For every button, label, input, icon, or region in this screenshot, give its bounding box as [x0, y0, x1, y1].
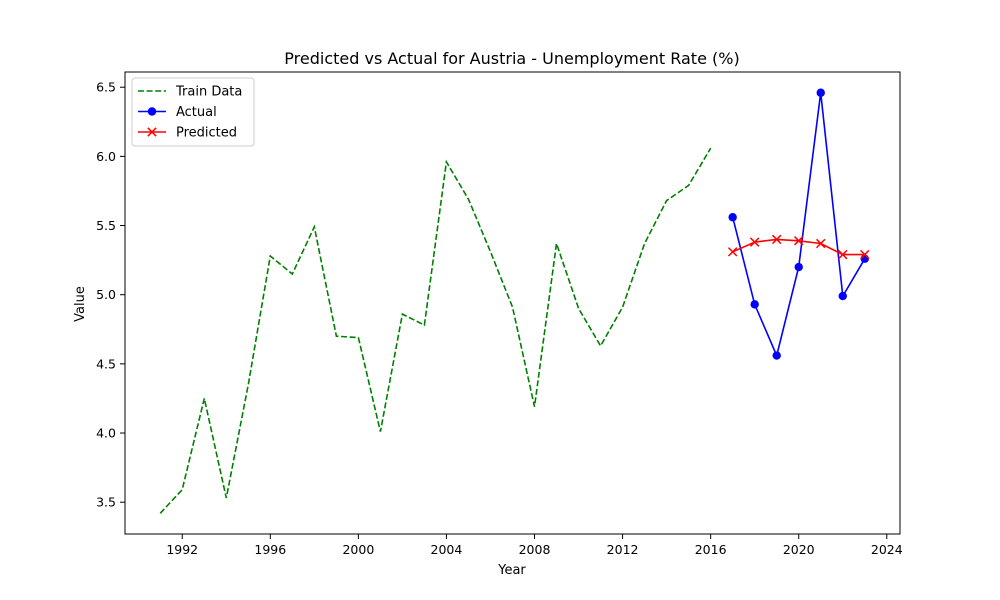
actual-point: [728, 213, 737, 222]
actual-point: [794, 262, 803, 272]
predicted-point: [838, 249, 848, 260]
predicted-point: [771, 234, 782, 245]
chart-title: Predicted vs Actual for Austria - Unempl…: [284, 49, 739, 68]
y-tick-label: 3.5: [96, 495, 116, 510]
x-tick-label: 2004: [431, 542, 463, 557]
predicted-point: [749, 237, 760, 247]
legend-predicted-label: Predicted: [176, 126, 237, 141]
actual-point: [750, 300, 759, 309]
actual-point: [772, 351, 781, 360]
x-tick-label: 1996: [254, 542, 286, 557]
x-tick-label: 2008: [519, 542, 551, 557]
legend-box: [131, 77, 255, 147]
legend-predicted-marker: [147, 127, 157, 137]
y-tick-label: 6.5: [96, 80, 116, 95]
predicted-point: [816, 238, 826, 249]
x-tick-label: 2020: [783, 542, 815, 557]
predicted-point: [860, 249, 870, 260]
predicted-point: [727, 247, 738, 257]
predicted-point: [793, 236, 804, 246]
y-tick-label: 5.5: [96, 218, 116, 233]
legend-actual-marker: [147, 107, 157, 116]
x-tick-label: 2012: [607, 542, 639, 557]
legend: Train Data Actual Predicted: [131, 77, 255, 147]
x-tick-label: 1992: [166, 542, 198, 557]
y-axis-label: Value: [73, 286, 88, 322]
x-tick-label: 2016: [695, 542, 727, 557]
x-tick-label: 2024: [871, 542, 903, 557]
legend-train-data-label: Train Data: [175, 85, 242, 100]
x-axis-label: Year: [497, 563, 526, 578]
x-tick-label: 2000: [342, 542, 374, 557]
axes-frame: [124, 71, 901, 535]
y-tick-label: 4.0: [96, 426, 116, 441]
actual-point: [838, 291, 847, 301]
actual-point: [816, 88, 825, 97]
y-tick-label: 5.0: [96, 287, 116, 302]
legend-actual-label: Actual: [176, 105, 217, 120]
plot-area: 1992 1996 2000 2004 2008 2012 2016 2020 2024 3.5 4…: [96, 71, 903, 557]
actual-point: [860, 254, 869, 263]
train-data-line: [159, 147, 712, 514]
y-tick-label: 6.0: [96, 149, 116, 164]
y-tick-label: 4.5: [96, 356, 116, 371]
actual-line: [731, 92, 866, 359]
